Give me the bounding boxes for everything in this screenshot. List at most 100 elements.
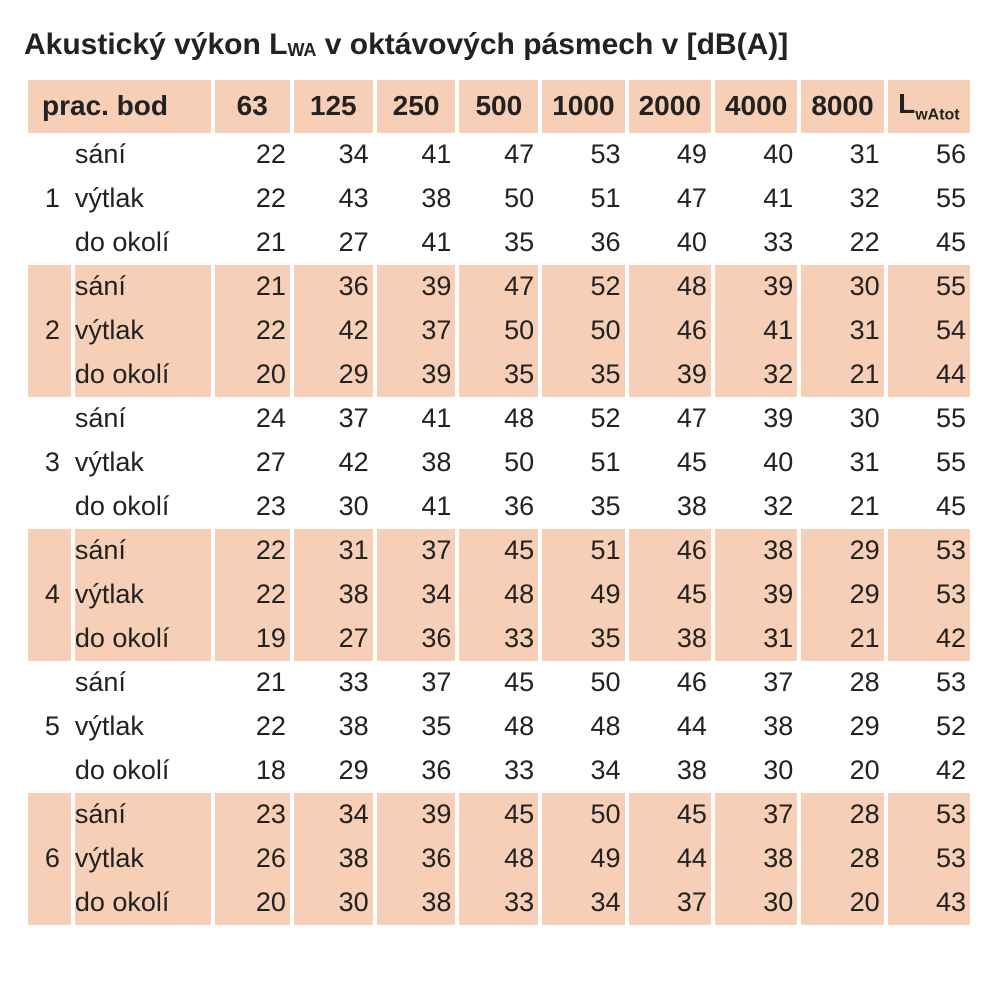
- value-cell: 22: [215, 309, 290, 353]
- table-row: 3výtlak274238505145403155: [28, 441, 970, 485]
- value-cell: 43: [888, 881, 970, 925]
- value-cell: 48: [629, 265, 711, 309]
- row-label: do okolí: [75, 353, 211, 397]
- value-cell: 41: [715, 177, 797, 221]
- value-cell: 33: [294, 661, 373, 705]
- value-cell: 47: [629, 397, 711, 441]
- table-row: sání213639475248393055: [28, 265, 970, 309]
- operating-point-id: [28, 617, 71, 661]
- value-cell: 21: [215, 221, 290, 265]
- page-container: Akustický výkon LWA v oktávových pásmech…: [0, 0, 1000, 953]
- value-cell: 51: [542, 441, 624, 485]
- value-cell: 21: [215, 265, 290, 309]
- value-cell: 38: [715, 529, 797, 573]
- value-cell: 48: [459, 837, 538, 881]
- operating-point-id: [28, 661, 71, 705]
- header-col: 500: [459, 80, 538, 133]
- value-cell: 38: [294, 573, 373, 617]
- value-cell: 41: [715, 309, 797, 353]
- value-cell: 27: [294, 617, 373, 661]
- value-cell: 23: [215, 793, 290, 837]
- row-label: výtlak: [75, 441, 211, 485]
- operating-point-id: [28, 265, 71, 309]
- value-cell: 53: [888, 573, 970, 617]
- operating-point-id: [28, 793, 71, 837]
- value-cell: 53: [542, 133, 624, 177]
- value-cell: 50: [459, 177, 538, 221]
- value-cell: 34: [542, 749, 624, 793]
- value-cell: 18: [215, 749, 290, 793]
- value-cell: 39: [715, 573, 797, 617]
- title-suffix: v oktávových pásmech v [dB(A)]: [316, 28, 788, 61]
- value-cell: 36: [294, 265, 373, 309]
- header-last-prefix: L: [898, 88, 915, 119]
- value-cell: 45: [888, 221, 970, 265]
- header-col: 2000: [629, 80, 711, 133]
- operating-point-id: [28, 133, 71, 177]
- value-cell: 53: [888, 661, 970, 705]
- value-cell: 52: [542, 397, 624, 441]
- value-cell: 42: [294, 309, 373, 353]
- value-cell: 45: [459, 661, 538, 705]
- value-cell: 55: [888, 441, 970, 485]
- value-cell: 35: [459, 221, 538, 265]
- value-cell: 41: [377, 397, 456, 441]
- table-row: do okolí212741353640332245: [28, 221, 970, 265]
- header-last-sub: wAtot: [915, 107, 959, 124]
- value-cell: 41: [377, 485, 456, 529]
- value-cell: 41: [377, 221, 456, 265]
- row-label: do okolí: [75, 617, 211, 661]
- table-row: do okolí202939353539322144: [28, 353, 970, 397]
- value-cell: 30: [715, 881, 797, 925]
- value-cell: 48: [459, 705, 538, 749]
- table-row: do okolí192736333538312142: [28, 617, 970, 661]
- value-cell: 37: [377, 309, 456, 353]
- value-cell: 36: [542, 221, 624, 265]
- value-cell: 35: [377, 705, 456, 749]
- row-label: sání: [75, 661, 211, 705]
- row-label: výtlak: [75, 705, 211, 749]
- value-cell: 36: [377, 749, 456, 793]
- value-cell: 42: [294, 441, 373, 485]
- value-cell: 34: [294, 133, 373, 177]
- operating-point-id: [28, 397, 71, 441]
- value-cell: 36: [377, 837, 456, 881]
- table-row: 5výtlak223835484844382952: [28, 705, 970, 749]
- value-cell: 49: [542, 573, 624, 617]
- row-label: výtlak: [75, 309, 211, 353]
- row-label: do okolí: [75, 221, 211, 265]
- value-cell: 44: [888, 353, 970, 397]
- value-cell: 38: [377, 177, 456, 221]
- value-cell: 48: [542, 705, 624, 749]
- table-row: sání213337455046372853: [28, 661, 970, 705]
- header-col: 125: [294, 80, 373, 133]
- value-cell: 37: [715, 661, 797, 705]
- value-cell: 52: [542, 265, 624, 309]
- value-cell: 34: [377, 573, 456, 617]
- value-cell: 41: [377, 133, 456, 177]
- operating-point-id: 4: [28, 573, 71, 617]
- table-body: sání2234414753494031561výtlak22433850514…: [28, 133, 970, 925]
- value-cell: 43: [294, 177, 373, 221]
- value-cell: 35: [542, 353, 624, 397]
- value-cell: 37: [715, 793, 797, 837]
- operating-point-id: [28, 485, 71, 529]
- value-cell: 38: [294, 705, 373, 749]
- value-cell: 31: [801, 309, 883, 353]
- operating-point-id: [28, 221, 71, 265]
- value-cell: 20: [215, 353, 290, 397]
- value-cell: 33: [715, 221, 797, 265]
- value-cell: 45: [888, 485, 970, 529]
- value-cell: 38: [715, 705, 797, 749]
- value-cell: 22: [215, 529, 290, 573]
- value-cell: 30: [801, 265, 883, 309]
- value-cell: 45: [629, 441, 711, 485]
- value-cell: 22: [215, 133, 290, 177]
- value-cell: 22: [215, 573, 290, 617]
- row-label: sání: [75, 397, 211, 441]
- value-cell: 29: [801, 705, 883, 749]
- value-cell: 20: [801, 881, 883, 925]
- value-cell: 33: [459, 749, 538, 793]
- value-cell: 50: [542, 661, 624, 705]
- header-col: 4000: [715, 80, 797, 133]
